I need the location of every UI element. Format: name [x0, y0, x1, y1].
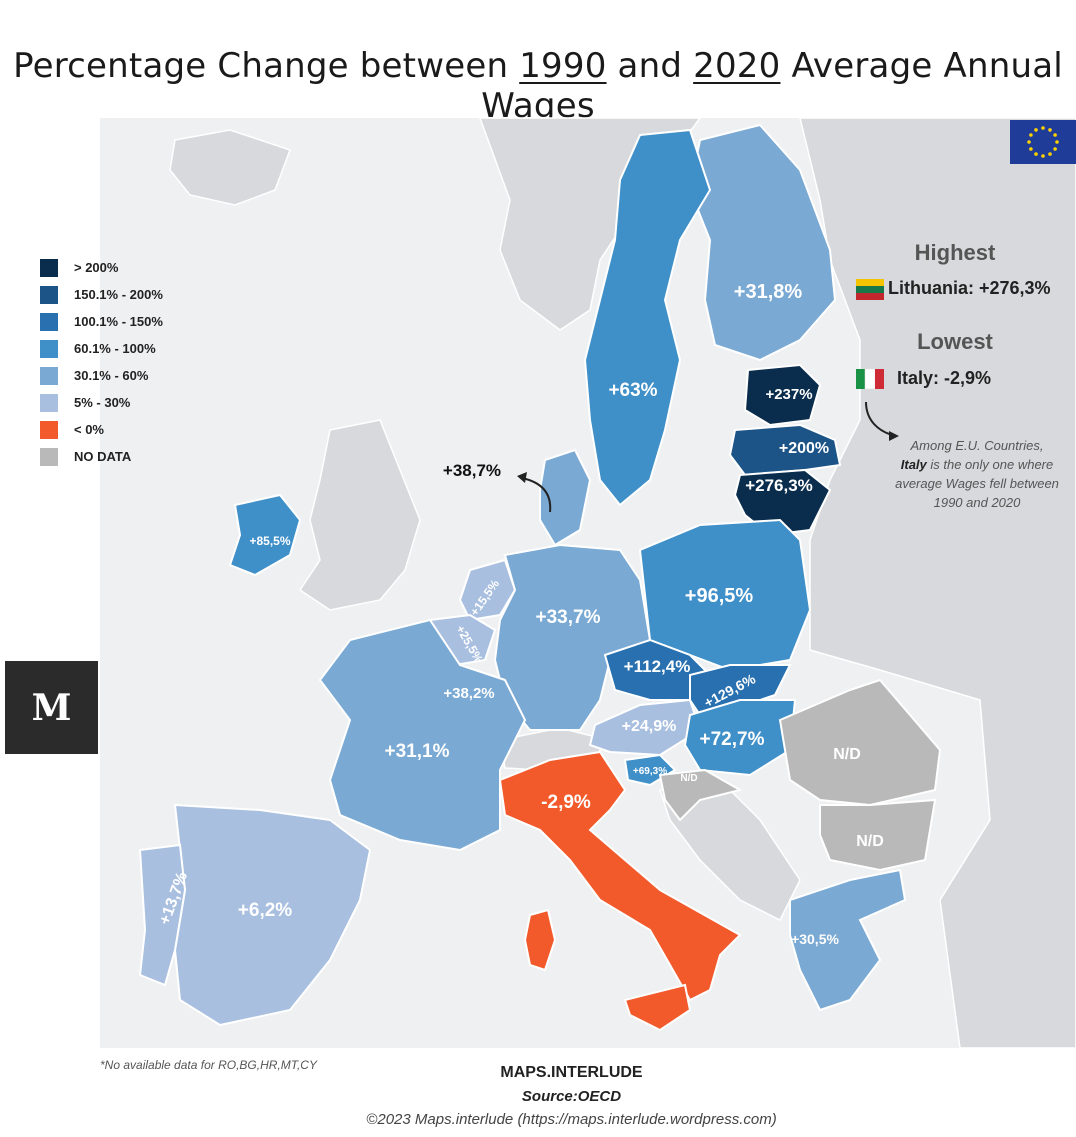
- legend-row: NO DATA: [40, 443, 163, 470]
- country-label-spain: +6,2%: [238, 900, 293, 921]
- eu-star: [1053, 133, 1057, 137]
- eu-star: [1029, 147, 1033, 151]
- legend-row: 5% - 30%: [40, 389, 163, 416]
- footer-source: Source:OECD: [521, 1088, 622, 1105]
- country-ireland: [228, 493, 302, 577]
- country-label-latvia: +200%: [779, 440, 829, 457]
- country-croatia: [658, 768, 743, 822]
- country-label-italy: -2,9%: [541, 792, 591, 813]
- legend-swatch: [40, 366, 58, 385]
- country-label-greece: +30,5%: [791, 931, 839, 947]
- italy-note: Among E.U. Countries, Italy is the only …: [895, 438, 1059, 510]
- legend-row: 60.1% - 100%: [40, 335, 163, 362]
- legend-row: < 0%: [40, 416, 163, 443]
- eu-star: [1027, 140, 1031, 144]
- country-label-france: +31,1%: [385, 741, 450, 762]
- legend-swatch: [40, 447, 58, 466]
- legend-label: 100.1% - 150%: [74, 314, 163, 329]
- country-label-sweden: +63%: [608, 380, 657, 401]
- country-label-luxembourg: +38,2%: [443, 685, 494, 702]
- lithuania-flag-icon: [856, 279, 884, 300]
- country-label-slovenia: +69,3%: [633, 766, 667, 777]
- legend-swatch: [40, 312, 58, 331]
- legend-swatch: [40, 285, 58, 304]
- country-label-romania: N/D: [833, 746, 861, 763]
- country-denmark: [539, 448, 592, 547]
- denmark-arrow: [521, 477, 552, 513]
- legend-row: 30.1% - 60%: [40, 362, 163, 389]
- italy-flag-icon: [856, 368, 884, 390]
- lowest-value: Italy: -2,9%: [897, 368, 992, 388]
- country-germany: [493, 543, 652, 731]
- country-label-estonia: +237%: [765, 386, 812, 403]
- legend-row: 150.1% - 200%: [40, 281, 163, 308]
- italy-note-arrow-head: [889, 431, 899, 441]
- footer-brand: MAPS.INTERLUDE: [500, 1064, 643, 1081]
- country-label-germany: +33,7%: [536, 607, 601, 628]
- country-label-poland: +96,5%: [685, 585, 754, 607]
- country-sweden: [583, 128, 712, 507]
- legend-swatch: [40, 339, 58, 358]
- logo: M: [5, 661, 98, 754]
- legend-label: 5% - 30%: [74, 395, 131, 410]
- country-estonia: [743, 363, 822, 427]
- legend-label: < 0%: [74, 422, 104, 437]
- country-latvia: [728, 423, 842, 477]
- country-bulgaria: [819, 798, 937, 872]
- country-france: [318, 618, 527, 852]
- legend-swatch: [40, 258, 58, 277]
- legend-swatch: [40, 393, 58, 412]
- country-label-denmark: +38,7%: [443, 461, 501, 480]
- country-netherlands: [458, 558, 517, 622]
- country-label-czechia: +112,4%: [624, 657, 691, 676]
- country-greece: [789, 868, 907, 1012]
- footnote: *No available data for RO,BG,HR,MT,CY: [100, 1058, 317, 1072]
- legend-row: 100.1% - 150%: [40, 308, 163, 335]
- denmark-arrow-head: [517, 472, 527, 483]
- eu-star: [1029, 133, 1033, 137]
- eu-star: [1055, 140, 1059, 144]
- legend-label: 60.1% - 100%: [74, 341, 156, 356]
- legend-label: > 200%: [74, 260, 119, 275]
- country-label-lithuania: +276,3%: [745, 476, 813, 495]
- eu-star: [1048, 152, 1052, 156]
- legend-label: NO DATA: [74, 449, 132, 464]
- eu-star: [1048, 128, 1052, 132]
- highest-value: Lithuania: +276,3%: [888, 278, 1051, 298]
- lowest-heading: Lowest: [917, 329, 993, 354]
- country-austria: [588, 698, 702, 757]
- country-label-bulgaria: N/D: [856, 833, 884, 850]
- footer-copyright: ©2023 Maps.interlude (https://maps.inter…: [366, 1111, 777, 1128]
- eu-star: [1053, 147, 1057, 151]
- eu-star: [1041, 126, 1045, 130]
- logo-mark: M: [31, 686, 72, 729]
- eu-star: [1034, 128, 1038, 132]
- legend-row: > 200%: [40, 254, 163, 281]
- country-italy: [498, 750, 742, 1002]
- highest-heading: Highest: [914, 240, 996, 265]
- country-sardinia: [523, 908, 557, 972]
- country-sicily: [623, 983, 692, 1032]
- legend-label: 30.1% - 60%: [74, 368, 149, 383]
- eu-star: [1041, 154, 1045, 158]
- country-label-austria: +24,9%: [622, 718, 677, 735]
- country-romania: [778, 678, 942, 807]
- country-label-ireland: +85,5%: [249, 534, 290, 548]
- eu-flag-icon: [1010, 120, 1076, 164]
- eu-star: [1034, 152, 1038, 156]
- country-finland: [688, 123, 837, 362]
- country-label-hungary: +72,7%: [700, 729, 765, 750]
- country-label-finland: +31,8%: [734, 281, 803, 303]
- map-title: Percentage Change between 1990 and 2020 …: [13, 46, 1063, 126]
- country-label-croatia: N/D: [680, 773, 697, 784]
- legend: > 200% 150.1% - 200% 100.1% - 150% 60.1% - …: [40, 254, 163, 470]
- country-hungary: [683, 699, 797, 777]
- legend-swatch: [40, 420, 58, 439]
- eu-countries: [138, 123, 942, 1032]
- country-portugal: [138, 843, 187, 987]
- legend-label: 150.1% - 200%: [74, 287, 163, 302]
